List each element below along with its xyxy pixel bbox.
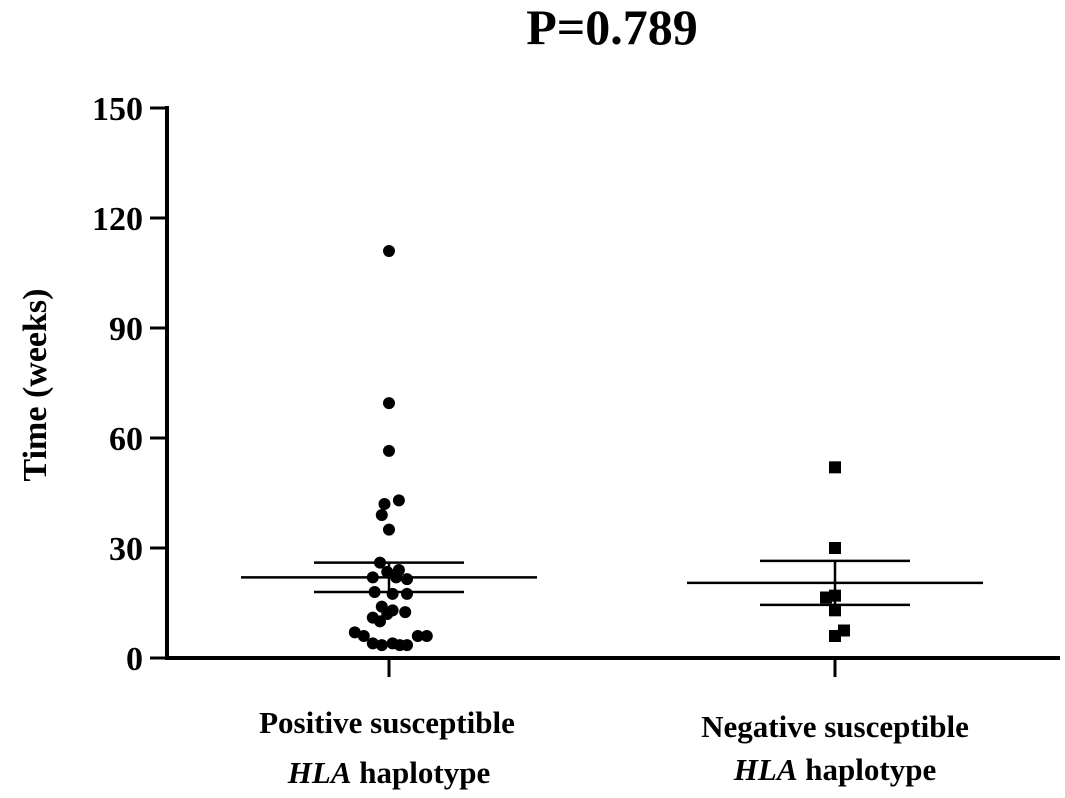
- series-positive: [241, 245, 537, 652]
- category-label-negative-haplotype: haplotype: [798, 752, 937, 787]
- series-negative: [687, 461, 983, 642]
- data-point: [420, 630, 433, 642]
- data-point: [820, 591, 832, 604]
- category-label-negative-line1: Negative susceptible: [701, 709, 969, 744]
- y-tick-label-150: 150: [92, 91, 143, 128]
- data-point: [401, 639, 413, 652]
- data-point: [366, 637, 379, 650]
- data-point: [829, 630, 841, 642]
- data-point: [383, 523, 395, 536]
- data-point: [401, 587, 413, 600]
- data-point: [357, 630, 370, 642]
- data-point: [829, 604, 841, 617]
- plot-series: [241, 245, 983, 652]
- y-tick-label-30: 30: [109, 531, 143, 568]
- data-point: [401, 573, 413, 586]
- y-axis: 0 30 60 90 120 150: [92, 91, 169, 678]
- category-label-positive-line1: Positive susceptible: [259, 705, 515, 740]
- category-label-positive-hla: HLA: [287, 755, 352, 790]
- x-axis: [165, 656, 1060, 677]
- data-point: [375, 509, 388, 521]
- category-label-positive: Positive susceptible HLA haplotype: [259, 705, 515, 790]
- data-point: [383, 444, 395, 457]
- y-tick-label-120: 120: [92, 201, 143, 238]
- category-label-positive-haplotype: haplotype: [352, 755, 491, 790]
- data-point: [392, 494, 405, 507]
- data-point: [829, 461, 841, 474]
- category-label-positive-line2: HLA haplotype: [287, 755, 490, 790]
- category-label-negative: Negative susceptible HLA haplotype: [701, 709, 969, 787]
- y-tick-label-90: 90: [109, 311, 143, 348]
- chart-title: P=0.789: [526, 0, 698, 55]
- category-label-negative-line2: HLA haplotype: [733, 752, 936, 787]
- data-point: [411, 630, 424, 642]
- data-point: [375, 639, 388, 652]
- y-tick-label-60: 60: [109, 421, 143, 458]
- y-tick-label-0: 0: [126, 641, 143, 678]
- data-point: [374, 615, 386, 628]
- data-point: [348, 626, 361, 639]
- data-point: [381, 608, 394, 620]
- data-point: [829, 542, 841, 554]
- y-ticks: 0 30 60 90 120 150: [92, 91, 167, 678]
- data-point: [383, 245, 395, 257]
- y-axis-title: Time (weeks): [17, 289, 54, 482]
- category-label-negative-hla: HLA: [733, 752, 798, 787]
- data-point: [378, 498, 391, 510]
- data-point: [399, 606, 412, 619]
- data-point: [383, 397, 395, 410]
